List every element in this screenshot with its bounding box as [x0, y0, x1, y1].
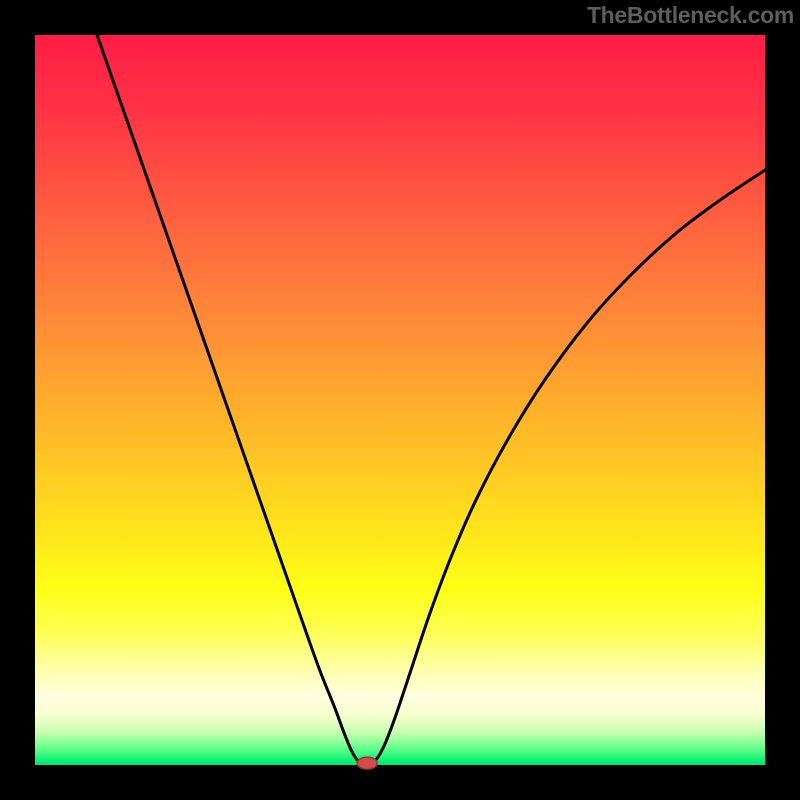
bottleneck-curve-chart	[0, 0, 800, 800]
chart-container: TheBottleneck.com	[0, 0, 800, 800]
chart-plot-area	[35, 35, 765, 765]
watermark-text: TheBottleneck.com	[587, 2, 794, 29]
bottleneck-marker	[357, 757, 377, 769]
